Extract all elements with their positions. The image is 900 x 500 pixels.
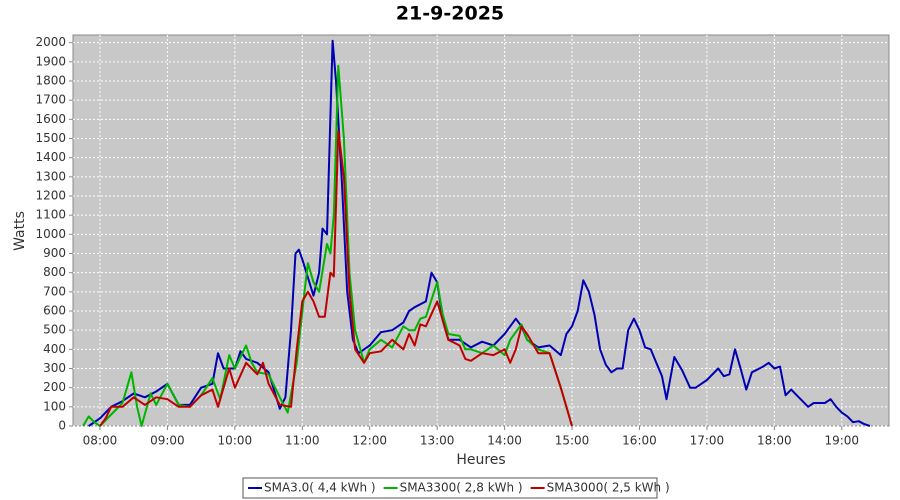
- y-tick-label: 1600: [35, 112, 66, 126]
- y-axis-label: Watts: [12, 211, 28, 251]
- y-tick-label: 700: [43, 284, 66, 298]
- y-tick-label: 600: [43, 304, 66, 318]
- x-axis-label: Heures: [456, 452, 505, 468]
- x-tick-label: 15:00: [555, 434, 590, 448]
- y-tick-label: 1500: [35, 131, 66, 145]
- y-tick-label: 100: [43, 399, 66, 413]
- y-tick-label: 2000: [35, 35, 66, 49]
- y-tick-label: 1200: [35, 189, 66, 203]
- x-tick-label: 11:00: [285, 434, 320, 448]
- x-tick-label: 08:00: [83, 434, 118, 448]
- y-tick-label: 300: [43, 361, 66, 375]
- x-tick-label: 14:00: [487, 434, 522, 448]
- chart-title: 21-9-2025: [396, 3, 504, 25]
- x-tick-label: 17:00: [690, 434, 725, 448]
- y-tick-label: 1100: [35, 208, 66, 222]
- y-tick-label: 500: [43, 323, 66, 337]
- y-tick-label: 800: [43, 265, 66, 279]
- x-tick-label: 18:00: [757, 434, 792, 448]
- y-tick-label: 1300: [35, 169, 66, 183]
- y-tick-label: 1000: [35, 227, 66, 241]
- y-tick-label: 1400: [35, 150, 66, 164]
- legend-label: SMA3000( 2,5 kWh ): [547, 481, 670, 495]
- legend-label: SMA3300( 2,8 kWh ): [400, 481, 523, 495]
- y-tick-label: 1700: [35, 93, 66, 107]
- x-tick-label: 09:00: [150, 434, 185, 448]
- x-tick-label: 16:00: [622, 434, 657, 448]
- x-tick-label: 13:00: [420, 434, 455, 448]
- series-line: [99, 129, 573, 427]
- legend-label: SMA3.0( 4,4 kWh ): [264, 481, 376, 495]
- plot-area: [72, 34, 890, 427]
- y-tick-label: 1800: [35, 74, 66, 88]
- x-tick-label: 10:00: [218, 434, 253, 448]
- y-tick-label: 900: [43, 246, 66, 260]
- y-tick-label: 200: [43, 380, 66, 394]
- series-line: [82, 64, 573, 427]
- legend: [242, 477, 658, 499]
- y-tick-label: 400: [43, 342, 66, 356]
- y-tick-label: 1900: [35, 54, 66, 68]
- x-tick-label: 12:00: [352, 434, 387, 448]
- y-tick-label: 0: [58, 419, 66, 433]
- x-tick-label: 19:00: [824, 434, 859, 448]
